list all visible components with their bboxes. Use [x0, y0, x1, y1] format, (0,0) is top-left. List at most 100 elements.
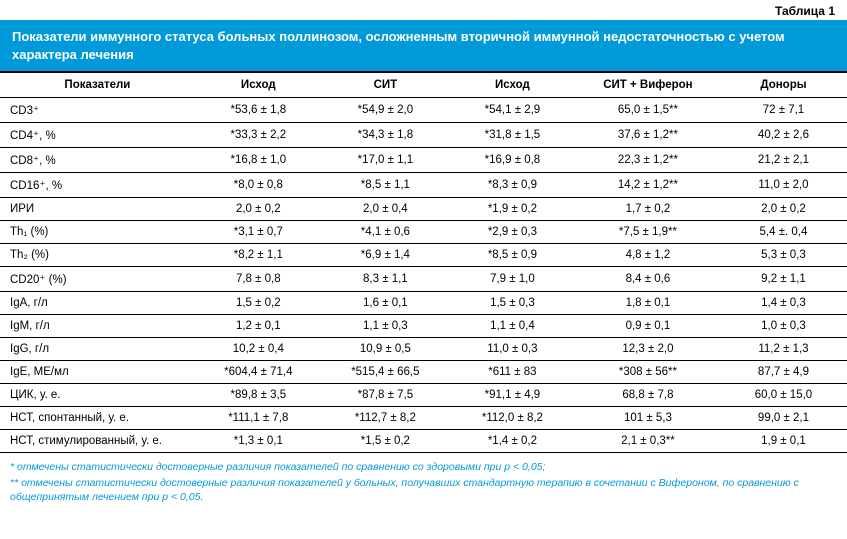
cell-value: *2,9 ± 0,3: [449, 221, 576, 244]
cell-value: *1,9 ± 0,2: [449, 198, 576, 221]
cell-value: 7,8 ± 0,8: [195, 267, 322, 292]
footnote-1: * отмечены статистически достоверные раз…: [10, 460, 837, 475]
cell-value: *91,1 ± 4,9: [449, 384, 576, 407]
row-label: Th₁ (%): [0, 221, 195, 244]
data-table: ПоказателиИсходСИТИсходСИТ + ВиферонДоно…: [0, 71, 847, 453]
cell-value: *8,3 ± 0,9: [449, 173, 576, 198]
cell-value: 1,7 ± 0,2: [576, 198, 720, 221]
table-row: Th₂ (%)*8,2 ± 1,1*6,9 ± 1,4*8,5 ± 0,94,8…: [0, 244, 847, 267]
cell-value: *1,5 ± 0,2: [322, 430, 449, 453]
cell-value: 1,1 ± 0,3: [322, 315, 449, 338]
cell-value: *4,1 ± 0,6: [322, 221, 449, 244]
cell-value: 1,4 ± 0,3: [720, 292, 847, 315]
row-label: НСТ, стимулированный, у. е.: [0, 430, 195, 453]
cell-value: 1,9 ± 0,1: [720, 430, 847, 453]
cell-value: 5,3 ± 0,3: [720, 244, 847, 267]
table-row: НСТ, спонтанный, у. е.*111,1 ± 7,8*112,7…: [0, 407, 847, 430]
cell-value: *8,2 ± 1,1: [195, 244, 322, 267]
cell-value: *33,3 ± 2,2: [195, 123, 322, 148]
cell-value: *16,9 ± 0,8: [449, 148, 576, 173]
row-label: ИРИ: [0, 198, 195, 221]
cell-value: *604,4 ± 71,4: [195, 361, 322, 384]
row-label: IgA, г/л: [0, 292, 195, 315]
cell-value: *34,3 ± 1,8: [322, 123, 449, 148]
table-row: ИРИ2,0 ± 0,22,0 ± 0,4*1,9 ± 0,21,7 ± 0,2…: [0, 198, 847, 221]
cell-value: *54,9 ± 2,0: [322, 98, 449, 123]
cell-value: 14,2 ± 1,2**: [576, 173, 720, 198]
cell-value: *112,0 ± 8,2: [449, 407, 576, 430]
cell-value: 11,0 ± 2,0: [720, 173, 847, 198]
cell-value: 11,2 ± 1,3: [720, 338, 847, 361]
cell-value: *87,8 ± 7,5: [322, 384, 449, 407]
cell-value: 72 ± 7,1: [720, 98, 847, 123]
row-label: CD4⁺, %: [0, 123, 195, 148]
cell-value: *8,5 ± 1,1: [322, 173, 449, 198]
footnotes: * отмечены статистически достоверные раз…: [0, 453, 847, 516]
cell-value: *7,5 ± 1,9**: [576, 221, 720, 244]
table-row: Th₁ (%)*3,1 ± 0,7*4,1 ± 0,6*2,9 ± 0,3*7,…: [0, 221, 847, 244]
table-title: Показатели иммунного статуса больных пол…: [0, 20, 847, 71]
cell-value: 8,4 ± 0,6: [576, 267, 720, 292]
row-label: CD16⁺, %: [0, 173, 195, 198]
cell-value: *17,0 ± 1,1: [322, 148, 449, 173]
col-header: Доноры: [720, 72, 847, 98]
table-row: CD16⁺, %*8,0 ± 0,8*8,5 ± 1,1*8,3 ± 0,914…: [0, 173, 847, 198]
cell-value: 60,0 ± 15,0: [720, 384, 847, 407]
row-label: ЦИК, у. е.: [0, 384, 195, 407]
cell-value: 1,0 ± 0,3: [720, 315, 847, 338]
cell-value: 65,0 ± 1,5**: [576, 98, 720, 123]
footnote-2: ** отмечены статистически достоверные ра…: [10, 476, 837, 505]
cell-value: 68,8 ± 7,8: [576, 384, 720, 407]
row-label: IgE, МЕ/мл: [0, 361, 195, 384]
table-number: Таблица 1: [0, 0, 847, 20]
cell-value: 1,6 ± 0,1: [322, 292, 449, 315]
cell-value: 22,3 ± 1,2**: [576, 148, 720, 173]
col-header: Исход: [449, 72, 576, 98]
cell-value: *611 ± 83: [449, 361, 576, 384]
cell-value: *53,6 ± 1,8: [195, 98, 322, 123]
row-label: Th₂ (%): [0, 244, 195, 267]
cell-value: 5,4 ±. 0,4: [720, 221, 847, 244]
cell-value: 4,8 ± 1,2: [576, 244, 720, 267]
cell-value: 10,2 ± 0,4: [195, 338, 322, 361]
cell-value: *89,8 ± 3,5: [195, 384, 322, 407]
cell-value: 40,2 ± 2,6: [720, 123, 847, 148]
row-label: CD20⁺ (%): [0, 267, 195, 292]
cell-value: *308 ± 56**: [576, 361, 720, 384]
cell-value: 10,9 ± 0,5: [322, 338, 449, 361]
cell-value: 2,0 ± 0,4: [322, 198, 449, 221]
cell-value: 0,9 ± 0,1: [576, 315, 720, 338]
table-row: ЦИК, у. е.*89,8 ± 3,5*87,8 ± 7,5*91,1 ± …: [0, 384, 847, 407]
header-row: ПоказателиИсходСИТИсходСИТ + ВиферонДоно…: [0, 72, 847, 98]
cell-value: 87,7 ± 4,9: [720, 361, 847, 384]
cell-value: *111,1 ± 7,8: [195, 407, 322, 430]
cell-value: 99,0 ± 2,1: [720, 407, 847, 430]
cell-value: 1,5 ± 0,2: [195, 292, 322, 315]
table-body: CD3⁺*53,6 ± 1,8*54,9 ± 2,0*54,1 ± 2,965,…: [0, 98, 847, 453]
cell-value: *3,1 ± 0,7: [195, 221, 322, 244]
cell-value: *515,4 ± 66,5: [322, 361, 449, 384]
cell-value: *8,5 ± 0,9: [449, 244, 576, 267]
table-row: IgE, МЕ/мл*604,4 ± 71,4*515,4 ± 66,5*611…: [0, 361, 847, 384]
row-label: НСТ, спонтанный, у. е.: [0, 407, 195, 430]
cell-value: 1,1 ± 0,4: [449, 315, 576, 338]
table-row: CD4⁺, %*33,3 ± 2,2*34,3 ± 1,8*31,8 ± 1,5…: [0, 123, 847, 148]
row-label: IgM, г/л: [0, 315, 195, 338]
row-label: IgG, г/л: [0, 338, 195, 361]
col-header: Показатели: [0, 72, 195, 98]
table-container: Таблица 1 Показатели иммунного статуса б…: [0, 0, 847, 516]
cell-value: 7,9 ± 1,0: [449, 267, 576, 292]
cell-value: 12,3 ± 2,0: [576, 338, 720, 361]
cell-value: 8,3 ± 1,1: [322, 267, 449, 292]
table-row: НСТ, стимулированный, у. е.*1,3 ± 0,1*1,…: [0, 430, 847, 453]
col-header: СИТ: [322, 72, 449, 98]
cell-value: *16,8 ± 1,0: [195, 148, 322, 173]
table-row: IgM, г/л1,2 ± 0,11,1 ± 0,31,1 ± 0,40,9 ±…: [0, 315, 847, 338]
cell-value: 2,1 ± 0,3**: [576, 430, 720, 453]
cell-value: *8,0 ± 0,8: [195, 173, 322, 198]
cell-value: 1,8 ± 0,1: [576, 292, 720, 315]
cell-value: 1,5 ± 0,3: [449, 292, 576, 315]
col-header: Исход: [195, 72, 322, 98]
cell-value: 37,6 ± 1,2**: [576, 123, 720, 148]
table-head: ПоказателиИсходСИТИсходСИТ + ВиферонДоно…: [0, 72, 847, 98]
